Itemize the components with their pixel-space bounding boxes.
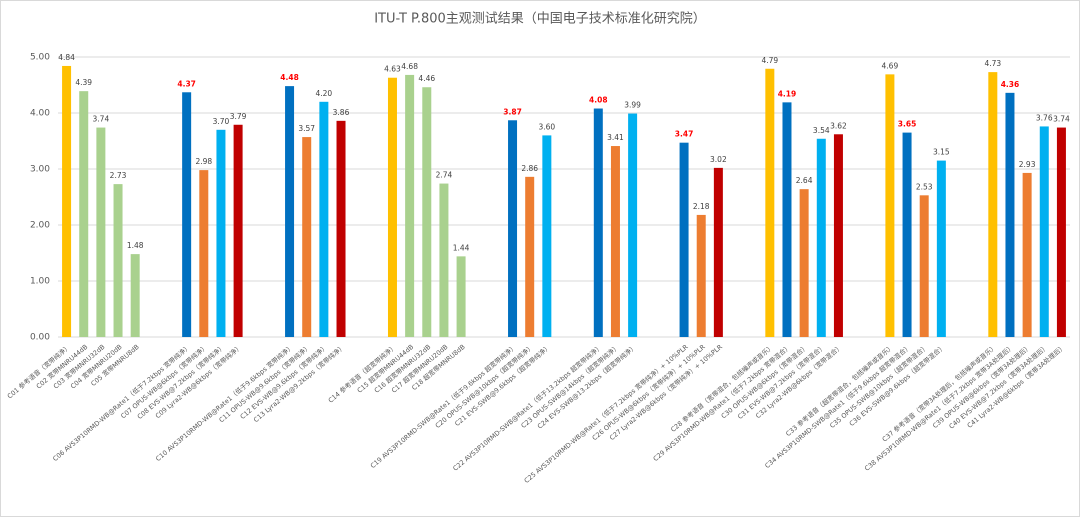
value-label: 3.74	[1053, 115, 1070, 124]
value-label: 1.44	[453, 243, 470, 252]
value-label: 4.19	[778, 89, 797, 98]
bar	[610, 146, 620, 337]
value-label: 4.36	[1001, 80, 1020, 89]
bar	[113, 184, 123, 337]
y-tick-label: 0.00	[30, 333, 50, 343]
bar	[713, 167, 723, 337]
bar	[199, 170, 209, 337]
bar	[302, 137, 312, 337]
bar	[782, 102, 792, 337]
bar	[799, 189, 809, 337]
value-label: 4.63	[384, 65, 401, 74]
y-tick-label: 5.00	[30, 53, 50, 63]
bar	[336, 120, 346, 337]
value-label: 3.79	[230, 112, 247, 121]
chart-title: ITU-T P.800主观测试结果（中国电子技术标准化研究院）	[374, 12, 706, 27]
bar	[508, 120, 518, 337]
value-label: 2.98	[195, 157, 212, 166]
y-tick-label: 4.00	[30, 109, 50, 119]
value-label: 3.65	[898, 120, 917, 129]
bar	[387, 77, 397, 337]
value-label: 4.08	[589, 96, 608, 105]
bar	[919, 195, 929, 337]
value-label: 3.70	[213, 117, 230, 126]
value-label: 2.86	[521, 164, 538, 173]
value-label: 3.15	[933, 148, 950, 157]
bar	[902, 132, 912, 337]
value-label: 4.68	[401, 62, 418, 71]
value-label: 3.41	[607, 133, 624, 142]
value-label: 3.76	[1036, 113, 1053, 122]
value-label: 3.54	[813, 126, 830, 135]
bar	[765, 68, 775, 337]
bar	[833, 134, 843, 337]
value-label: 4.73	[984, 59, 1001, 68]
value-label: 2.74	[436, 171, 453, 180]
bar	[285, 86, 295, 338]
value-label: 3.86	[333, 108, 350, 117]
bar	[216, 129, 226, 337]
bar	[1005, 92, 1015, 337]
bar	[439, 183, 449, 337]
y-tick-label: 1.00	[30, 277, 50, 287]
value-label: 3.87	[503, 107, 522, 116]
value-label: 4.69	[882, 61, 899, 70]
value-label: 2.64	[796, 176, 813, 185]
bar	[79, 91, 89, 337]
y-tick-label: 2.00	[30, 221, 50, 231]
value-label: 1.48	[127, 241, 144, 250]
bar	[525, 176, 535, 337]
bar	[628, 113, 638, 337]
bar	[405, 74, 415, 338]
value-label: 4.79	[761, 56, 778, 65]
bar	[696, 214, 706, 337]
value-label: 4.46	[418, 74, 435, 83]
bar	[96, 127, 106, 337]
value-label: 4.20	[316, 89, 333, 98]
value-label: 3.74	[93, 115, 110, 124]
bar	[988, 72, 998, 338]
bar	[816, 138, 826, 337]
value-label: 3.62	[830, 121, 847, 130]
bar	[542, 135, 552, 337]
y-tick-label: 3.00	[30, 165, 50, 175]
bar	[885, 74, 895, 338]
bar	[62, 65, 72, 338]
bar	[130, 254, 140, 337]
bar	[593, 108, 603, 338]
value-label: 3.47	[675, 130, 694, 139]
bar	[422, 87, 432, 338]
bar	[936, 160, 946, 337]
value-label: 2.73	[110, 171, 127, 180]
bar	[679, 142, 689, 337]
bar	[1022, 172, 1032, 337]
value-label: 3.60	[538, 122, 555, 131]
value-label: 4.48	[280, 73, 299, 82]
value-label: 4.37	[177, 79, 196, 88]
value-label: 3.99	[624, 101, 641, 110]
bar	[233, 124, 243, 337]
value-label: 3.02	[710, 155, 727, 164]
bar	[319, 101, 329, 337]
value-label: 4.39	[75, 78, 92, 87]
value-label: 3.57	[298, 124, 315, 133]
value-label: 4.84	[58, 53, 75, 62]
bar	[456, 256, 466, 337]
value-label: 2.18	[693, 202, 710, 211]
value-label: 2.53	[916, 182, 933, 191]
value-label: 2.93	[1019, 160, 1036, 169]
bar	[1056, 127, 1066, 337]
bar	[1039, 126, 1049, 337]
bar	[182, 92, 192, 337]
